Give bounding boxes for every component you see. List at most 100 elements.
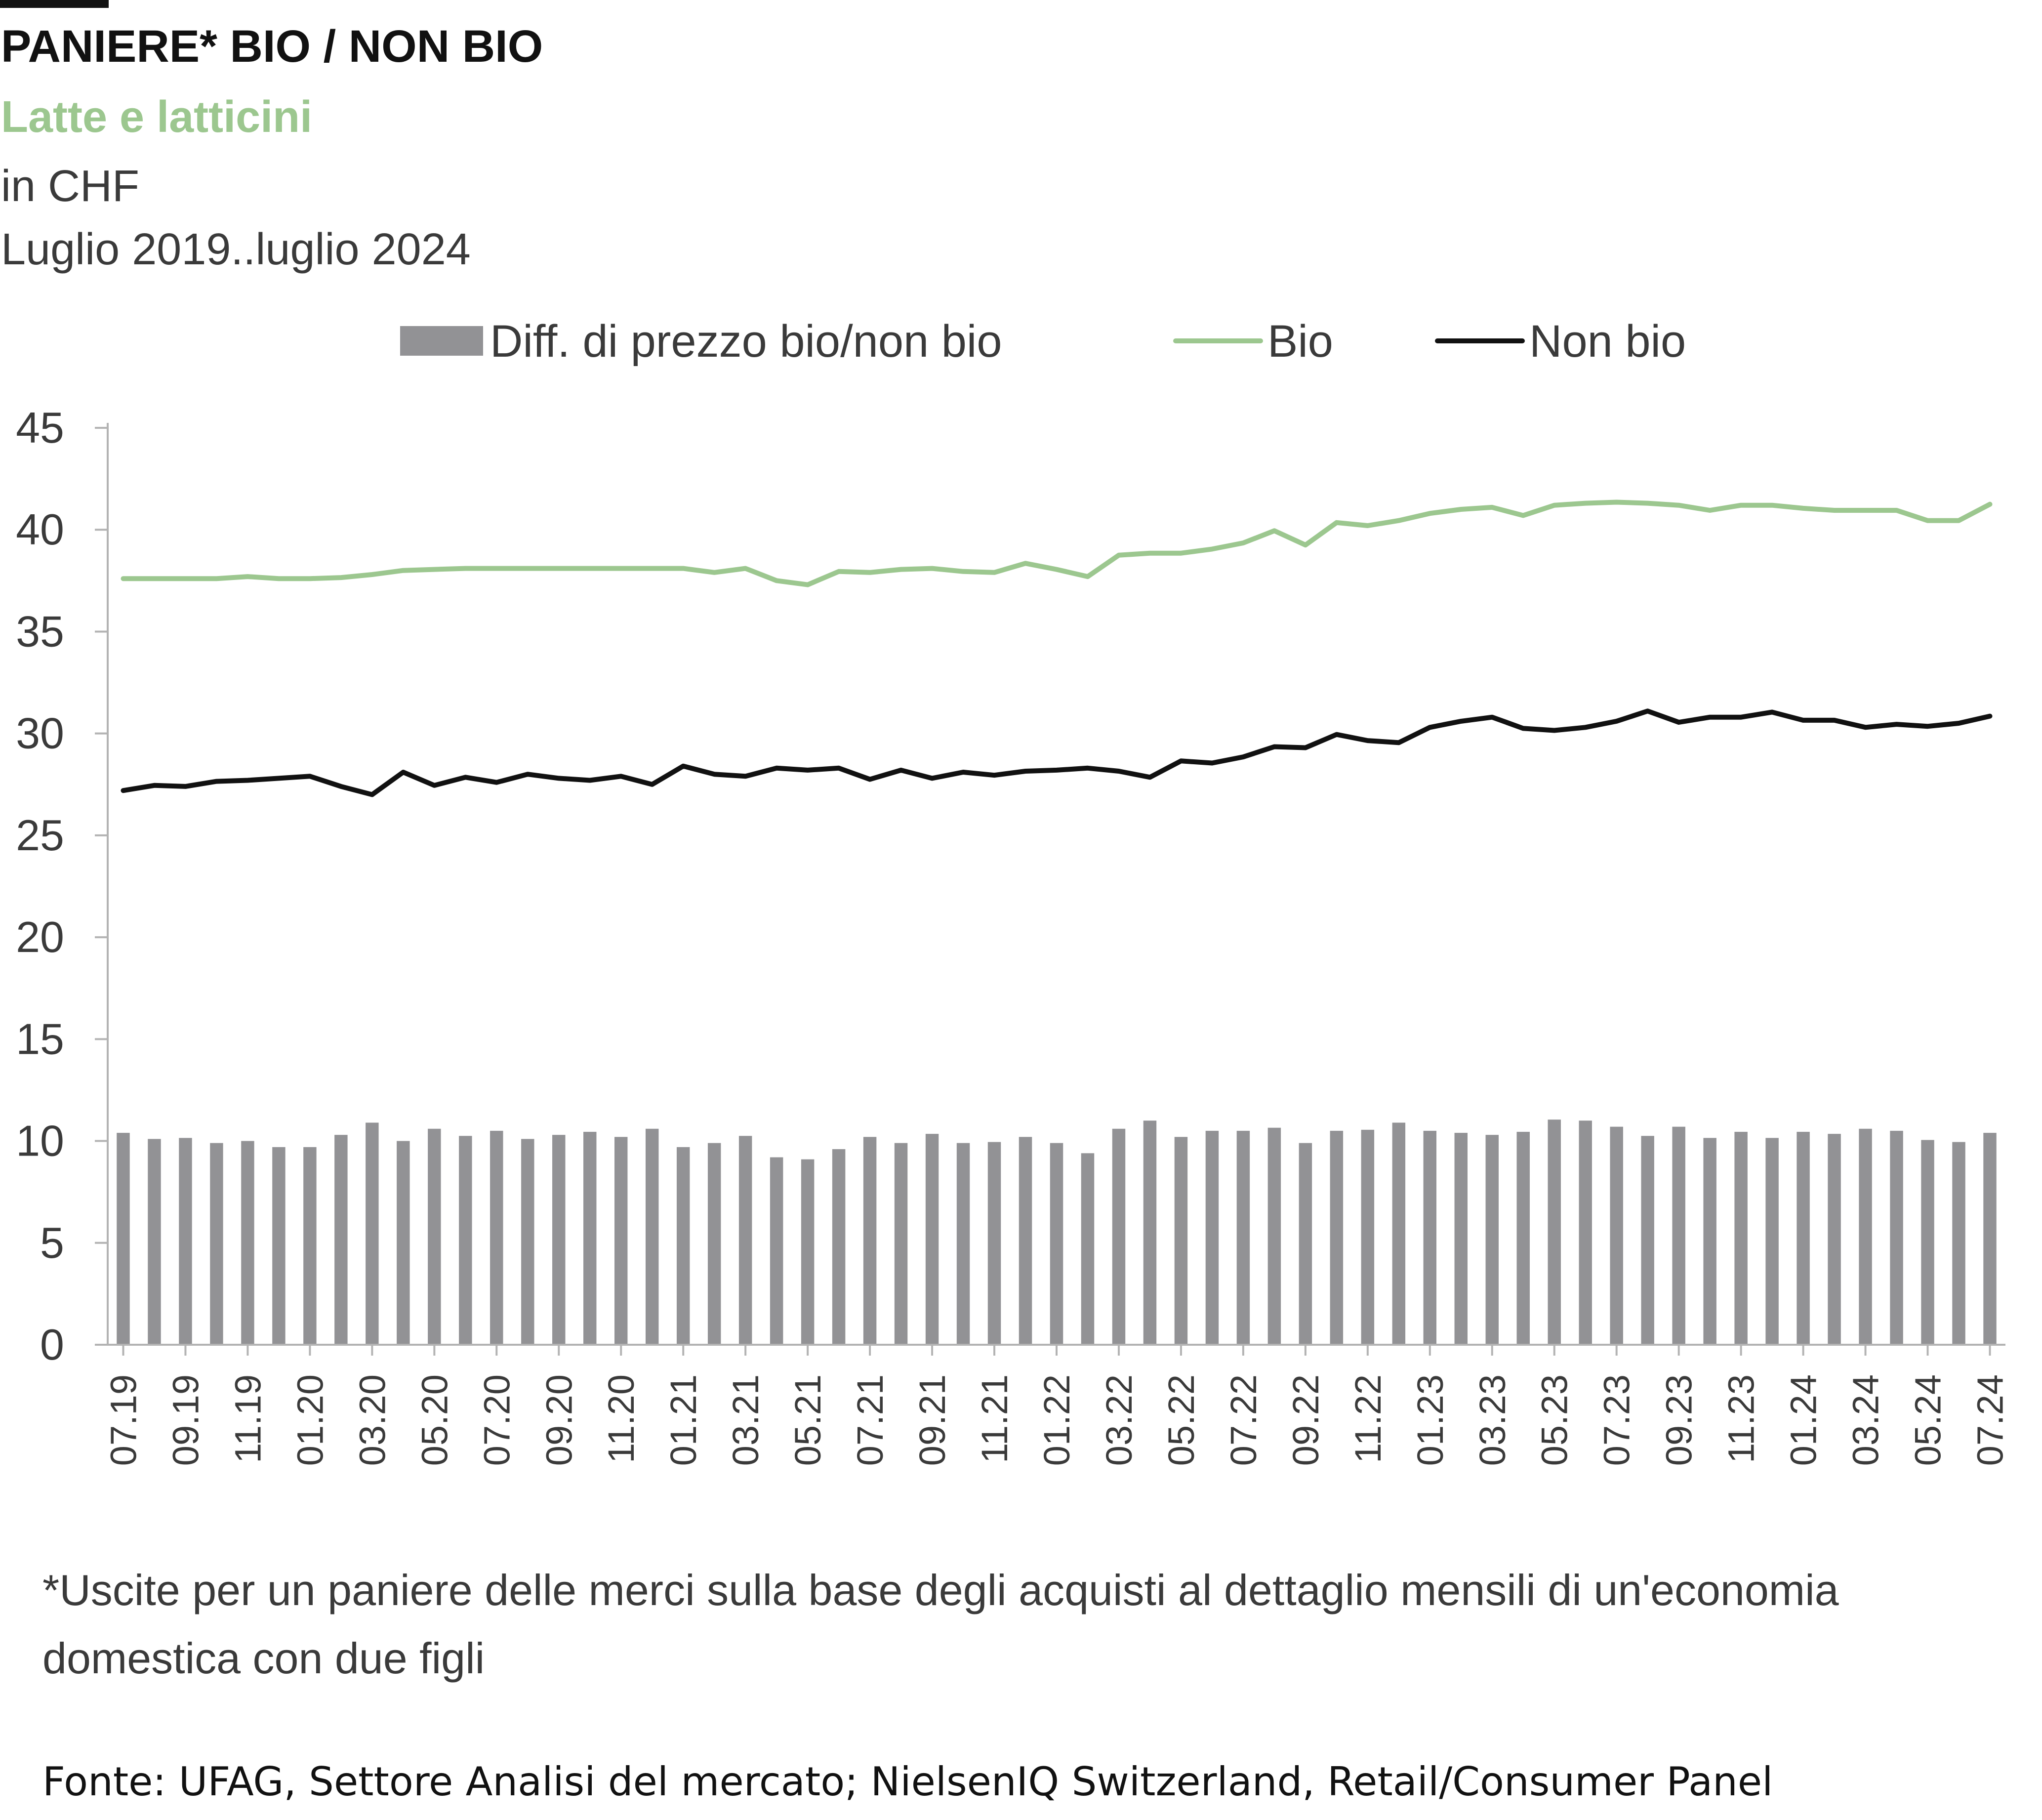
bar-diff — [303, 1147, 317, 1345]
x-tick-label: 05.24 — [1908, 1374, 1949, 1466]
bar-diff — [1765, 1138, 1779, 1345]
bar-diff — [334, 1135, 348, 1345]
footnote: *Uscite per un paniere delle merci sulla… — [42, 1566, 1839, 1683]
x-tick-label: 01.23 — [1410, 1374, 1451, 1466]
x-tick-label: 09.19 — [165, 1374, 206, 1466]
bar-diff — [1828, 1134, 1841, 1345]
unit-label: in CHF — [1, 162, 140, 211]
bar-diff — [241, 1141, 254, 1345]
x-tick-label: 11.23 — [1721, 1374, 1762, 1463]
x-tick-label: 09.23 — [1659, 1374, 1700, 1466]
top-rule — [0, 0, 109, 8]
x-tick-label: 03.22 — [1099, 1374, 1140, 1466]
bar-diff — [1485, 1135, 1499, 1345]
x-tick-label: 09.22 — [1285, 1374, 1326, 1466]
period-label: Luglio 2019..luglio 2024 — [1, 225, 471, 274]
y-tick-label: 45 — [16, 403, 64, 452]
x-tick-label: 09.20 — [538, 1374, 579, 1466]
bar-diff — [1734, 1131, 1748, 1345]
bar-diff — [614, 1137, 628, 1345]
x-tick-label: 07.24 — [1970, 1374, 2011, 1466]
bar-diff — [1236, 1130, 1250, 1345]
bar-diff — [801, 1159, 815, 1345]
bar-diff — [1516, 1131, 1530, 1345]
bar-diff — [1299, 1143, 1312, 1345]
source-note: Fonte: UFAG, Settore Analisi del mercato… — [42, 1759, 1773, 1805]
bar-diff — [1143, 1120, 1157, 1345]
bar-diff — [1921, 1140, 1934, 1345]
x-tick-label: 03.21 — [725, 1374, 766, 1466]
bar-diff — [645, 1128, 659, 1345]
bar-diff — [1641, 1136, 1654, 1345]
x-tick-label: 05.23 — [1534, 1374, 1575, 1466]
bar-diff — [863, 1137, 877, 1345]
y-tick-label: 15 — [16, 1014, 64, 1063]
bar-diff — [1267, 1127, 1281, 1345]
bar-diff — [1859, 1128, 1872, 1345]
bar-diff — [1548, 1119, 1561, 1345]
y-tick-label: 30 — [16, 709, 64, 758]
x-tick-label: 03.23 — [1472, 1374, 1513, 1466]
x-tick-label: 07.22 — [1223, 1374, 1264, 1466]
bar-diff — [459, 1136, 472, 1345]
bar-diff — [490, 1130, 503, 1345]
x-tick-label: 05.21 — [787, 1374, 828, 1466]
bar-diff — [1454, 1133, 1468, 1345]
x-tick-label: 05.20 — [414, 1374, 455, 1466]
y-tick-label: 25 — [16, 811, 64, 860]
x-tick-label: 03.24 — [1845, 1374, 1886, 1466]
bar-diff — [1050, 1143, 1063, 1345]
x-tick-label: 11.20 — [601, 1374, 642, 1463]
bar-diff — [366, 1122, 379, 1345]
bar-diff — [1610, 1126, 1623, 1345]
x-tick-label: 07.23 — [1596, 1374, 1637, 1466]
legend-label: Bio — [1267, 316, 1333, 367]
bar-diff — [552, 1135, 566, 1345]
y-tick-label: 0 — [40, 1320, 64, 1369]
bar-diff — [1703, 1138, 1716, 1345]
bar-diff — [1797, 1131, 1810, 1345]
bar-diff — [521, 1139, 534, 1345]
bar-diff — [894, 1143, 908, 1345]
line-non-bio — [121, 708, 1993, 797]
bar-diff — [117, 1133, 130, 1345]
bar-diff — [1205, 1130, 1219, 1345]
bar-diff — [707, 1143, 721, 1345]
bar-diff — [1112, 1128, 1126, 1345]
bar-diff — [738, 1136, 752, 1345]
chart-title: PANIERE* BIO / NON BIO — [1, 21, 543, 72]
legend: Diff. di prezzo bio/non bio Bio Non bio — [400, 316, 1686, 367]
bar-diff — [770, 1157, 783, 1345]
x-tick-label: 07.20 — [476, 1374, 517, 1466]
bar-diff — [676, 1147, 690, 1345]
chart-canvas: Diff. di prezzo bio/non bio Bio Non bio 05… — [16, 316, 2011, 1466]
bar-diff — [148, 1139, 161, 1345]
x-tick-label: 11.22 — [1348, 1374, 1389, 1463]
bar-diff — [1081, 1153, 1095, 1345]
bar-diff — [1579, 1120, 1592, 1345]
series-lines — [121, 499, 1993, 797]
bar-diff — [956, 1143, 970, 1345]
y-tick-label: 20 — [16, 912, 64, 961]
x-tick-label: 07.19 — [103, 1374, 144, 1466]
x-tick-label: 05.22 — [1161, 1374, 1202, 1466]
bar-diff — [987, 1142, 1001, 1345]
bar-diff — [428, 1128, 441, 1345]
bar-diff — [1890, 1130, 1903, 1345]
x-tick-label: 01.20 — [289, 1374, 330, 1466]
x-tick-label: 09.21 — [912, 1374, 953, 1466]
y-axis: 0 5 10 15 20 25 30 35 40 45 — [16, 403, 108, 1369]
y-tick-label: 5 — [40, 1218, 64, 1267]
bar-diff — [1174, 1137, 1188, 1345]
x-tick-label: 01.24 — [1783, 1374, 1824, 1466]
bar-diff — [210, 1143, 223, 1345]
bar-diff — [1423, 1130, 1437, 1345]
legend-swatch-diff — [400, 326, 483, 356]
bar-diff — [1019, 1137, 1032, 1345]
x-axis: 07.19 09.19 11.19 01.20 03.20 05.20 07.20 09.20… — [103, 1345, 2011, 1466]
y-tick-label: 40 — [16, 505, 64, 554]
bar-diff — [179, 1138, 192, 1345]
x-tick-label: 11.21 — [974, 1374, 1015, 1463]
chart-subtitle: Latte e latticini — [1, 92, 313, 142]
bar-diff — [1952, 1142, 1965, 1345]
